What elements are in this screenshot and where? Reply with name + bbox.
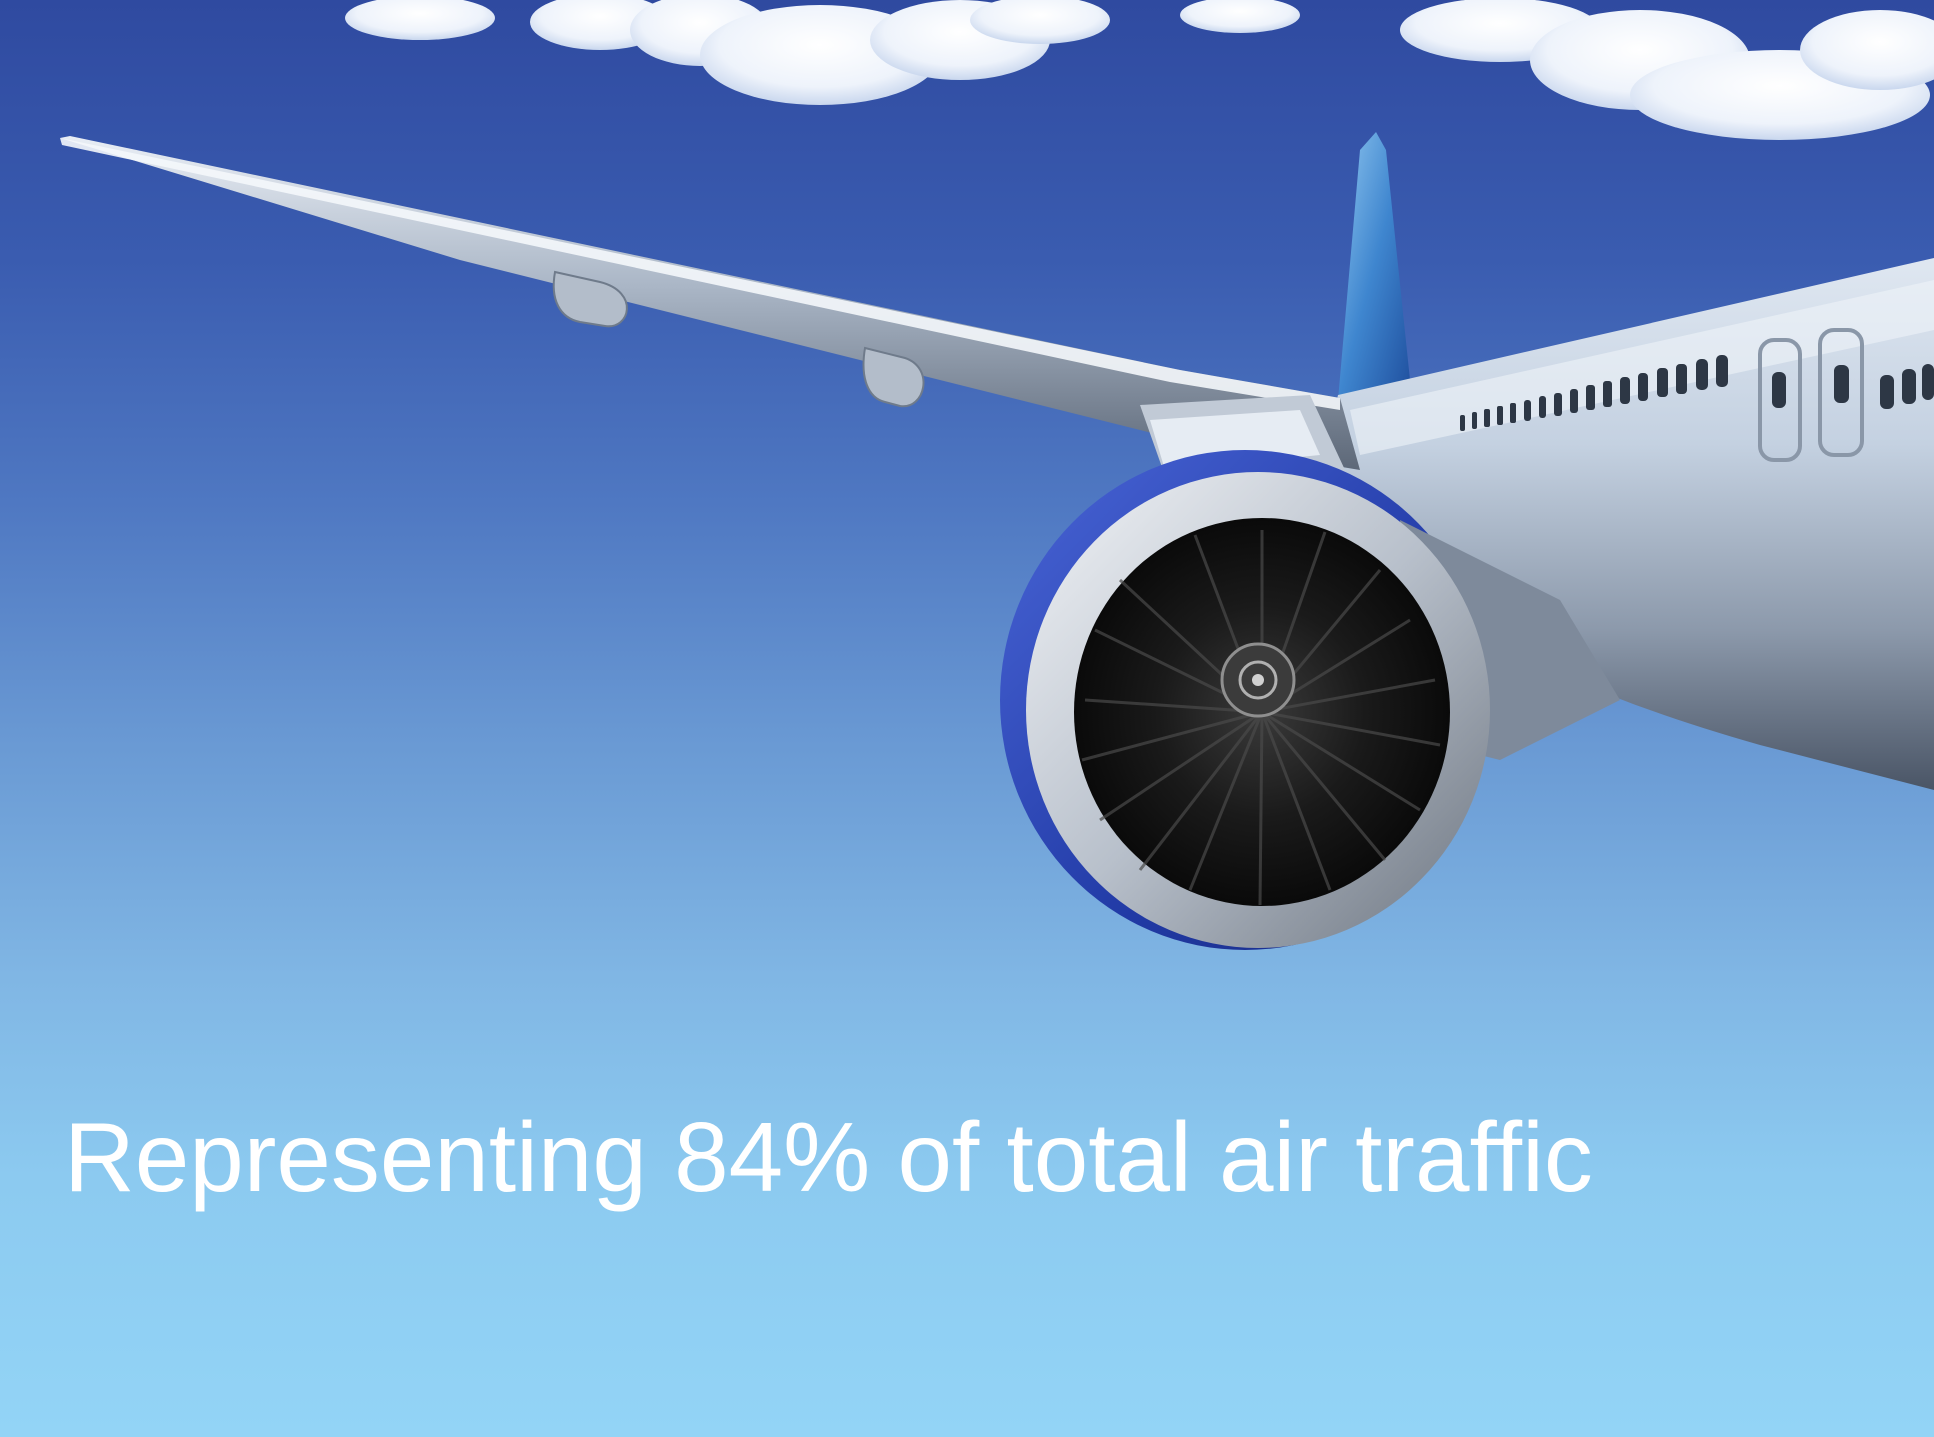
flap-fairing xyxy=(862,346,925,408)
clouds xyxy=(345,0,1934,140)
fuselage-door xyxy=(1758,338,1802,462)
wing xyxy=(60,136,1360,470)
fuselage-windows xyxy=(1460,355,1934,431)
flap-fairing xyxy=(552,270,628,328)
tail-fin xyxy=(1338,132,1410,400)
slide-caption: Representing 84% of total air traffic xyxy=(64,1102,1593,1212)
fuselage-door xyxy=(1818,328,1864,457)
